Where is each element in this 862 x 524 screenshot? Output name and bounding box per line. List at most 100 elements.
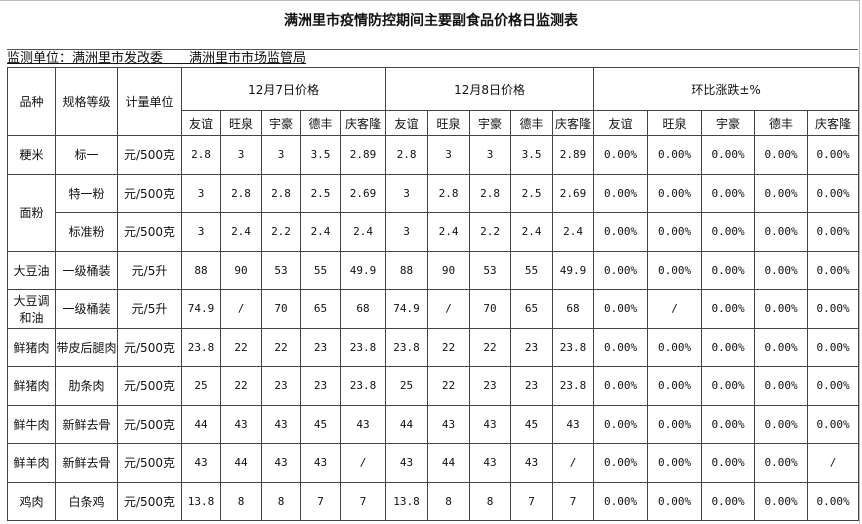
store-header: 庆客隆	[552, 110, 595, 136]
cell-price: 43	[261, 404, 301, 444]
cell-change: 0.00%	[754, 212, 809, 252]
cell-price: 3	[181, 173, 221, 213]
cell-price: 45	[510, 404, 554, 444]
cell-price: 55	[510, 250, 554, 290]
cell-unit: 元/500克	[117, 173, 182, 213]
cell-price: 2.2	[261, 212, 301, 252]
cell-change: 0.00%	[754, 173, 809, 213]
cell-change: 0.00%	[807, 135, 860, 175]
cell-variety: 大豆油	[7, 250, 56, 290]
cell-price: 3	[385, 212, 429, 252]
cell-change: 0.00%	[593, 250, 649, 290]
cell-change: 0.00%	[754, 327, 809, 367]
store-header: 德丰	[300, 110, 341, 136]
cell-price: 3.5	[300, 135, 341, 175]
cell-grade: 肋条肉	[55, 366, 118, 406]
cell-change: 0.00%	[647, 443, 703, 483]
cell-price: 25	[385, 366, 429, 406]
cell-price: 22	[220, 366, 262, 406]
store-header: 宇豪	[701, 110, 756, 136]
cell-change: 0.00%	[701, 250, 756, 290]
store-header: 旺泉	[647, 110, 703, 136]
cell-variety: 鲜牛肉	[7, 404, 56, 444]
cell-price: 8	[261, 481, 301, 521]
cell-price: 2.8	[385, 135, 429, 175]
cell-price: 90	[427, 250, 471, 290]
store-header: 庆客隆	[339, 110, 387, 136]
cell-change: 0.00%	[647, 404, 703, 444]
cell-price: 23	[469, 366, 512, 406]
cell-price: 90	[220, 250, 262, 290]
cell-unit: 元/500克	[117, 481, 182, 521]
cell-price: 2.8	[261, 173, 301, 213]
cell-price: 23	[510, 366, 554, 406]
cell-change: 0.00%	[807, 481, 860, 521]
table-row: 鲜羊肉 新鲜去骨 元/500克 43 44 43 43/43 44 43 43/0.00% 0.00…	[7, 443, 860, 483]
store-header: 德丰	[510, 110, 554, 136]
price-table: 品种 规格等级 计量单位 12月7日价格 12月8日价格 环比涨跌±% 友谊 旺泉…	[7, 67, 860, 521]
cell-price: 43	[427, 404, 471, 444]
cell-price: 43	[339, 404, 387, 444]
cell-price: 22	[427, 327, 471, 367]
store-header: 庆客隆	[807, 110, 860, 136]
header-unit: 计量单位	[117, 67, 182, 136]
cell-change: 0.00%	[701, 404, 756, 444]
cell-price: 49.9	[339, 250, 387, 290]
cell-grade: 白条鸡	[55, 481, 118, 521]
cell-price: 22	[261, 327, 301, 367]
cell-price: 23	[510, 327, 554, 367]
cell-change: 0.00%	[701, 173, 756, 213]
cell-price: 2.89	[339, 135, 387, 175]
cell-price: 74.9	[385, 289, 429, 329]
cell-grade: 标一	[55, 135, 118, 175]
store-header: 德丰	[754, 110, 809, 136]
cell-price: 49.9	[552, 250, 595, 290]
cell-unit: 元/500克	[117, 135, 182, 175]
cell-grade: 特一粉	[55, 173, 118, 213]
cell-variety: 面粉	[7, 173, 56, 252]
cell-variety: 鲜猪肉	[7, 327, 56, 367]
cell-change: 0.00%	[701, 443, 756, 483]
cell-price: 2.2	[469, 212, 512, 252]
cell-price: 3.5	[510, 135, 554, 175]
cell-price: /	[220, 289, 262, 329]
cell-price: /	[339, 443, 387, 483]
table-row: 大豆调和油 一级桶装 元/5升 74.9/70 65 68 74.9/70 65 68 0.00%…	[7, 289, 860, 329]
cell-change: 0.00%	[754, 366, 809, 406]
cell-change: 0.00%	[701, 366, 756, 406]
cell-change: 0.00%	[701, 289, 756, 329]
cell-price: 43	[469, 404, 512, 444]
cell-price: 7	[510, 481, 554, 521]
cell-change: 0.00%	[593, 289, 649, 329]
cell-price: 3	[181, 212, 221, 252]
cell-change: 0.00%	[593, 366, 649, 406]
cell-price: 65	[510, 289, 554, 329]
cell-change: 0.00%	[701, 327, 756, 367]
cell-price: 23	[300, 327, 341, 367]
cell-price: 43	[261, 443, 301, 483]
cell-variety: 鸡肉	[7, 481, 56, 521]
cell-grade: 一级桶装	[55, 289, 118, 329]
cell-price: 2.8	[181, 135, 221, 175]
store-header: 友谊	[385, 110, 429, 136]
cell-change: 0.00%	[593, 135, 649, 175]
cell-price: 23	[261, 366, 301, 406]
cell-variety: 鲜羊肉	[7, 443, 56, 483]
cell-price: 23.8	[339, 366, 387, 406]
table-row: 鲜猪肉 肋条肉 元/500克 25 22 23 23 23.8 25 22 23 23 23.8 0.00…	[7, 366, 860, 406]
header-row: 品种 规格等级 计量单位 12月7日价格 12月8日价格 环比涨跌±%	[7, 67, 860, 136]
cell-change: 0.00%	[647, 212, 703, 252]
table-row: 鲜牛肉 新鲜去骨 元/500克 44 43 43 45 43 44 43 43 45 43 0.00% 0.…	[7, 404, 860, 444]
cell-grade: 新鲜去骨	[55, 404, 118, 444]
cell-variety: 鲜猪肉	[7, 366, 56, 406]
cell-price: 43	[181, 443, 221, 483]
cell-price: /	[427, 289, 471, 329]
cell-price: 23	[300, 366, 341, 406]
cell-price: 22	[469, 327, 512, 367]
cell-grade: 一级桶装	[55, 250, 118, 290]
cell-price: 45	[300, 404, 341, 444]
monitoring-unit: 监测单位：满洲里市发改委 满洲里市市场监管局	[7, 49, 858, 67]
cell-price: 2.69	[552, 173, 595, 213]
header-grade: 规格等级	[55, 67, 118, 136]
cell-change: 0.00%	[593, 481, 649, 521]
